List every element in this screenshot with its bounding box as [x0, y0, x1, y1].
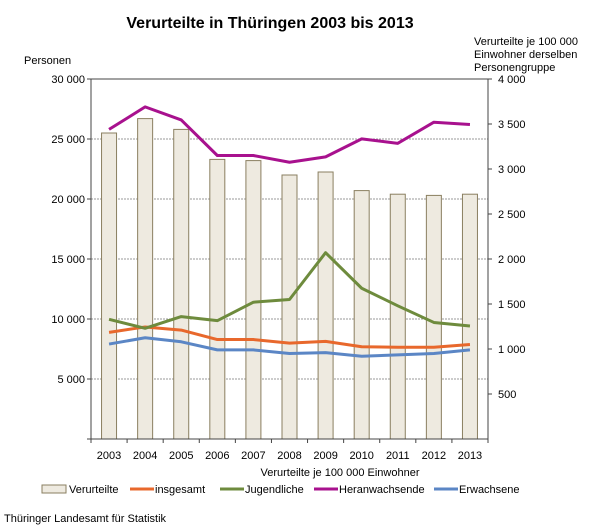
line-Jugendliche: [108, 251, 471, 330]
right-tick-label: 500: [498, 389, 516, 401]
left-tick-label: 20 000: [51, 194, 85, 206]
legend-label-insgesamt: insgesamt: [155, 484, 205, 496]
right-axis-label-1: Verurteilte je 100 000: [474, 36, 578, 48]
right-tick-label: 2 500: [498, 209, 526, 221]
left-axis-label: Personen: [24, 55, 71, 67]
x-tick-label: 2005: [169, 450, 193, 462]
legend-swatch: [41, 484, 67, 494]
left-tick-label: 5 000: [57, 374, 85, 386]
right-tick-label: 3 500: [498, 119, 526, 131]
right-tick-label: 3 000: [498, 164, 526, 176]
bar-2012: [425, 194, 442, 440]
x-tick-label: 2006: [205, 450, 229, 462]
right-tick-label: 1 500: [498, 299, 526, 311]
right-axis-label-3: Personengruppe: [474, 62, 555, 74]
bar-2013: [461, 193, 478, 440]
legend: Verurteilte insgesamt Jugendliche Heranwach…: [41, 484, 520, 496]
x-tick-label: 2003: [97, 450, 121, 462]
bar-2008: [281, 174, 298, 440]
source-note: Thüringer Landesamt für Statistik: [4, 513, 167, 525]
bar-2009: [317, 171, 334, 440]
x-tick-label: 2004: [133, 450, 157, 462]
left-tick-label: 15 000: [51, 254, 85, 266]
bar-2005: [173, 128, 190, 440]
right-tick-label: 2 000: [498, 254, 526, 266]
x-tick-label: 2007: [241, 450, 265, 462]
left-tick-label: 25 000: [51, 134, 85, 146]
right-tick-label: 1 000: [498, 344, 526, 356]
bar-2010: [353, 190, 370, 440]
legend-label-Heranwachsende: Heranwachsende: [339, 484, 425, 496]
right-tick-label: 4 000: [498, 74, 526, 86]
x-tick-label: 2013: [458, 450, 482, 462]
line-insgesamt: [108, 325, 471, 349]
bar-2004: [137, 118, 154, 440]
chart-title: Verurteilte in Thüringen 2003 bis 2013: [126, 15, 413, 32]
line-Heranwachsende: [108, 105, 471, 164]
right-axis-label-2: Einwohner derselben: [474, 49, 577, 61]
bar-2011: [389, 193, 406, 440]
x-tick-label: 2012: [422, 450, 446, 462]
left-tick-label: 10 000: [51, 314, 85, 326]
left-tick-label: 30 000: [51, 74, 85, 86]
x-tick-label: 2011: [386, 450, 410, 462]
legend-label-Jugendliche: Jugendliche: [245, 484, 304, 496]
line-Erwachsene: [108, 336, 471, 358]
x-tick-label: 2009: [313, 450, 337, 462]
x-axis-label: Verurteilte je 100 000 Einwohner: [261, 467, 420, 479]
legend-label-Verurteilte: Verurteilte: [69, 484, 119, 496]
bar-2003: [101, 132, 118, 440]
legend-label-Erwachsene: Erwachsene: [459, 484, 520, 496]
x-tick-label: 2008: [277, 450, 301, 462]
bar-2006: [209, 158, 226, 440]
x-tick-label: 2010: [349, 450, 373, 462]
bar-2007: [245, 160, 262, 440]
